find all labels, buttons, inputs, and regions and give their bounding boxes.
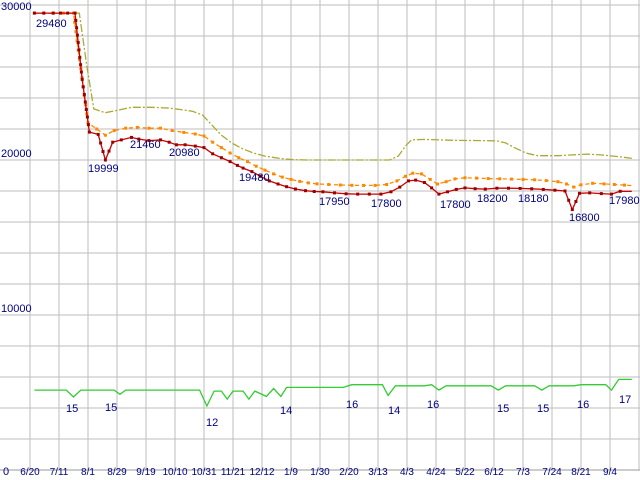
svg-text:17800: 17800 <box>371 198 402 210</box>
svg-text:2/20: 2/20 <box>339 467 359 478</box>
svg-text:15: 15 <box>537 403 549 415</box>
svg-text:19480: 19480 <box>239 172 270 184</box>
svg-text:15: 15 <box>497 403 509 415</box>
svg-text:10000: 10000 <box>1 303 32 315</box>
svg-text:29480: 29480 <box>36 18 67 30</box>
svg-text:11/21: 11/21 <box>221 467 246 478</box>
svg-text:5/22: 5/22 <box>455 467 475 478</box>
svg-text:15: 15 <box>66 403 78 415</box>
svg-text:4/3: 4/3 <box>400 467 414 478</box>
svg-text:8/1: 8/1 <box>81 467 95 478</box>
svg-text:12/12: 12/12 <box>249 467 274 478</box>
svg-text:20980: 20980 <box>169 147 200 159</box>
svg-text:4/24: 4/24 <box>426 467 446 478</box>
svg-text:21460: 21460 <box>130 139 161 151</box>
svg-text:20000: 20000 <box>1 148 32 160</box>
svg-text:10/10: 10/10 <box>162 467 187 478</box>
svg-text:16: 16 <box>427 399 439 411</box>
svg-text:12: 12 <box>206 417 218 429</box>
price-annotations: 29480 19999 21460 20980 19480 17950 17800 17800… <box>36 18 640 224</box>
series-lowest-price <box>32 11 632 212</box>
svg-text:10/31: 10/31 <box>191 467 216 478</box>
svg-text:14: 14 <box>280 405 292 417</box>
svg-text:14: 14 <box>388 405 400 417</box>
svg-text:18180: 18180 <box>518 193 549 205</box>
vertical-gridlines <box>29 0 640 470</box>
svg-text:8/29: 8/29 <box>107 467 127 478</box>
series-highest-price <box>34 12 632 161</box>
svg-text:17800: 17800 <box>440 199 471 211</box>
svg-text:6/12: 6/12 <box>484 467 504 478</box>
svg-text:17: 17 <box>619 394 631 406</box>
svg-text:17980: 17980 <box>609 195 640 207</box>
svg-text:6/20: 6/20 <box>20 467 40 478</box>
svg-text:7/11: 7/11 <box>50 467 69 478</box>
svg-text:16: 16 <box>577 399 589 411</box>
svg-text:7/3: 7/3 <box>516 467 530 478</box>
svg-text:16: 16 <box>346 399 358 411</box>
svg-text:3/13: 3/13 <box>368 467 388 478</box>
series-average-price <box>32 11 632 189</box>
svg-text:15: 15 <box>105 402 117 414</box>
svg-text:8/21: 8/21 <box>571 467 591 478</box>
svg-text:17950: 17950 <box>319 196 350 208</box>
series-store-count <box>34 378 632 408</box>
svg-text:1/9: 1/9 <box>284 467 298 478</box>
svg-text:7/24: 7/24 <box>542 467 562 478</box>
store-count-annotations: 15 15 12 14 16 14 16 15 15 16 17 <box>66 394 631 429</box>
svg-text:9/19: 9/19 <box>136 467 156 478</box>
svg-text:30000: 30000 <box>1 1 32 13</box>
svg-text:18200: 18200 <box>477 193 508 205</box>
svg-text:19999: 19999 <box>88 163 119 175</box>
x-axis-tick-labels: 6/20 7/11 8/1 8/29 9/19 10/10 10/31 11/21 12/12 1… <box>20 467 617 478</box>
svg-text:0: 0 <box>3 466 9 478</box>
svg-text:16800: 16800 <box>569 212 600 224</box>
svg-text:9/4: 9/4 <box>603 467 617 478</box>
y-axis-tick-labels: 30000 20000 10000 0 <box>1 1 32 478</box>
svg-text:1/30: 1/30 <box>310 467 330 478</box>
